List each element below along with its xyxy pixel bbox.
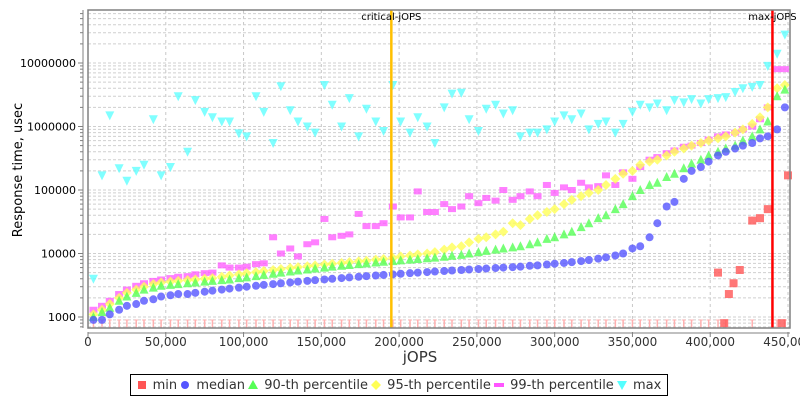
axes: 0 50,000 100,000 150,000 200,000 250,000 300,0… bbox=[20, 10, 800, 349]
annotation-lines: critical-jOPS max-jOPS bbox=[361, 10, 797, 328]
x-tick-label: 450,000 bbox=[763, 335, 800, 349]
y-axis-label: Response time, usec bbox=[11, 103, 26, 237]
diamond-marker-icon bbox=[371, 380, 382, 390]
legend-label: 95-th percentile bbox=[387, 377, 491, 393]
legend-item: median bbox=[180, 378, 245, 393]
square-marker-icon bbox=[137, 381, 146, 389]
legend-item: 90-th percentile bbox=[248, 378, 368, 393]
triangle-up-marker-icon bbox=[248, 380, 259, 389]
y-tick-label: 10000000 bbox=[20, 57, 76, 70]
x-tick-label: 0 bbox=[84, 335, 92, 349]
circle-marker-icon bbox=[181, 381, 190, 389]
y-tick-label: 1000 bbox=[48, 311, 76, 324]
y-tick-label: 100000 bbox=[34, 184, 76, 197]
legend-label: 90-th percentile bbox=[264, 377, 368, 393]
legend-label: min bbox=[152, 377, 178, 393]
y-tick-label: 10000 bbox=[41, 248, 76, 261]
triangle-down-marker-icon bbox=[617, 381, 628, 390]
legend-label: median bbox=[196, 377, 246, 393]
legend: min median 90-th percentile 95-th percentil… bbox=[130, 374, 668, 396]
legend-item: 95-th percentile bbox=[371, 378, 491, 393]
legend-label: max bbox=[633, 377, 662, 393]
x-tick-label: 100,000 bbox=[219, 335, 269, 349]
x-tick-label: 200,000 bbox=[374, 335, 424, 349]
legend-item: max bbox=[617, 378, 661, 393]
x-tick-label: 250,000 bbox=[452, 335, 502, 349]
annotation-label: critical-jOPS bbox=[361, 12, 421, 23]
plot-frame bbox=[87, 9, 791, 329]
annotation-label: max-jOPS bbox=[748, 12, 796, 23]
data-points bbox=[88, 30, 792, 328]
y-tick-label: 1000000 bbox=[27, 121, 76, 134]
x-tick-label: 50,000 bbox=[145, 335, 187, 349]
x-axis-label: jOPS bbox=[402, 348, 438, 366]
legend-item: 99-th percentile bbox=[494, 378, 614, 393]
x-tick-label: 350,000 bbox=[608, 335, 658, 349]
legend-item: min bbox=[137, 377, 178, 393]
x-tick-label: 150,000 bbox=[297, 335, 347, 349]
x-tick-label: 300,000 bbox=[530, 335, 580, 349]
square-wide-marker-icon bbox=[494, 383, 505, 387]
legend-label: 99-th percentile bbox=[510, 377, 614, 393]
x-tick-label: 400,000 bbox=[685, 335, 735, 349]
